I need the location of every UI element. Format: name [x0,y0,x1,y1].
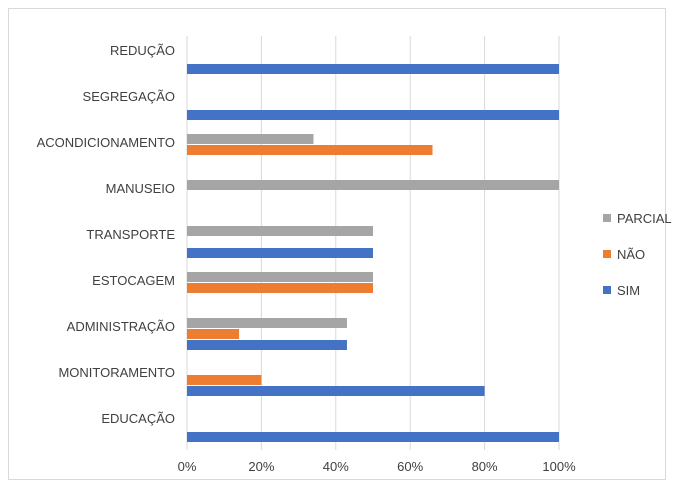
legend-label: NÃO [617,247,645,262]
bar-nao [187,283,373,293]
bar-parcial [187,226,373,236]
x-tick-labels: 0% 20% 40% 60% 80% 100% [178,459,576,474]
x-tick-label: 40% [323,459,349,474]
category-label: MONITORAMENTO [58,365,175,380]
legend-swatch [603,286,611,294]
x-tick-label: 100% [542,459,576,474]
category-label: EDUCAÇÃO [101,411,175,426]
legend-label: SIM [617,283,640,298]
x-tick-label: 60% [397,459,423,474]
category-label: MANUSEIO [106,181,175,196]
bar-sim [187,248,373,258]
chart-area [8,8,666,480]
bar-sim [187,64,559,74]
category-label: ACONDICIONAMENTO [37,135,175,150]
category-labels: REDUÇÃO SEGREGAÇÃO ACONDICIONAMENTO MANUSEI… [37,43,176,426]
bars [187,64,559,442]
bar-nao [187,329,240,339]
x-tick-label: 20% [248,459,274,474]
bar-sim [187,110,559,120]
bar-parcial [187,180,559,190]
x-tick-label: 80% [472,459,498,474]
bar-sim [187,432,559,442]
bar-nao [187,145,433,155]
x-tick-label: 0% [178,459,197,474]
legend-swatch [603,214,611,222]
category-label: SEGREGAÇÃO [83,89,175,104]
bar-parcial [187,272,373,282]
category-label: ESTOCAGEM [92,273,175,288]
category-label: ADMINISTRAÇÃO [67,319,175,334]
bar-sim [187,386,485,396]
bar-parcial [187,134,314,144]
legend: PARCIAL NÃO SIM [603,211,672,298]
category-label: TRANSPORTE [86,227,175,242]
category-label: REDUÇÃO [110,43,175,58]
bar-nao [187,375,262,385]
bar-parcial [187,318,347,328]
legend-label: PARCIAL [617,211,672,226]
legend-swatch [603,250,611,258]
bar-sim [187,340,347,350]
